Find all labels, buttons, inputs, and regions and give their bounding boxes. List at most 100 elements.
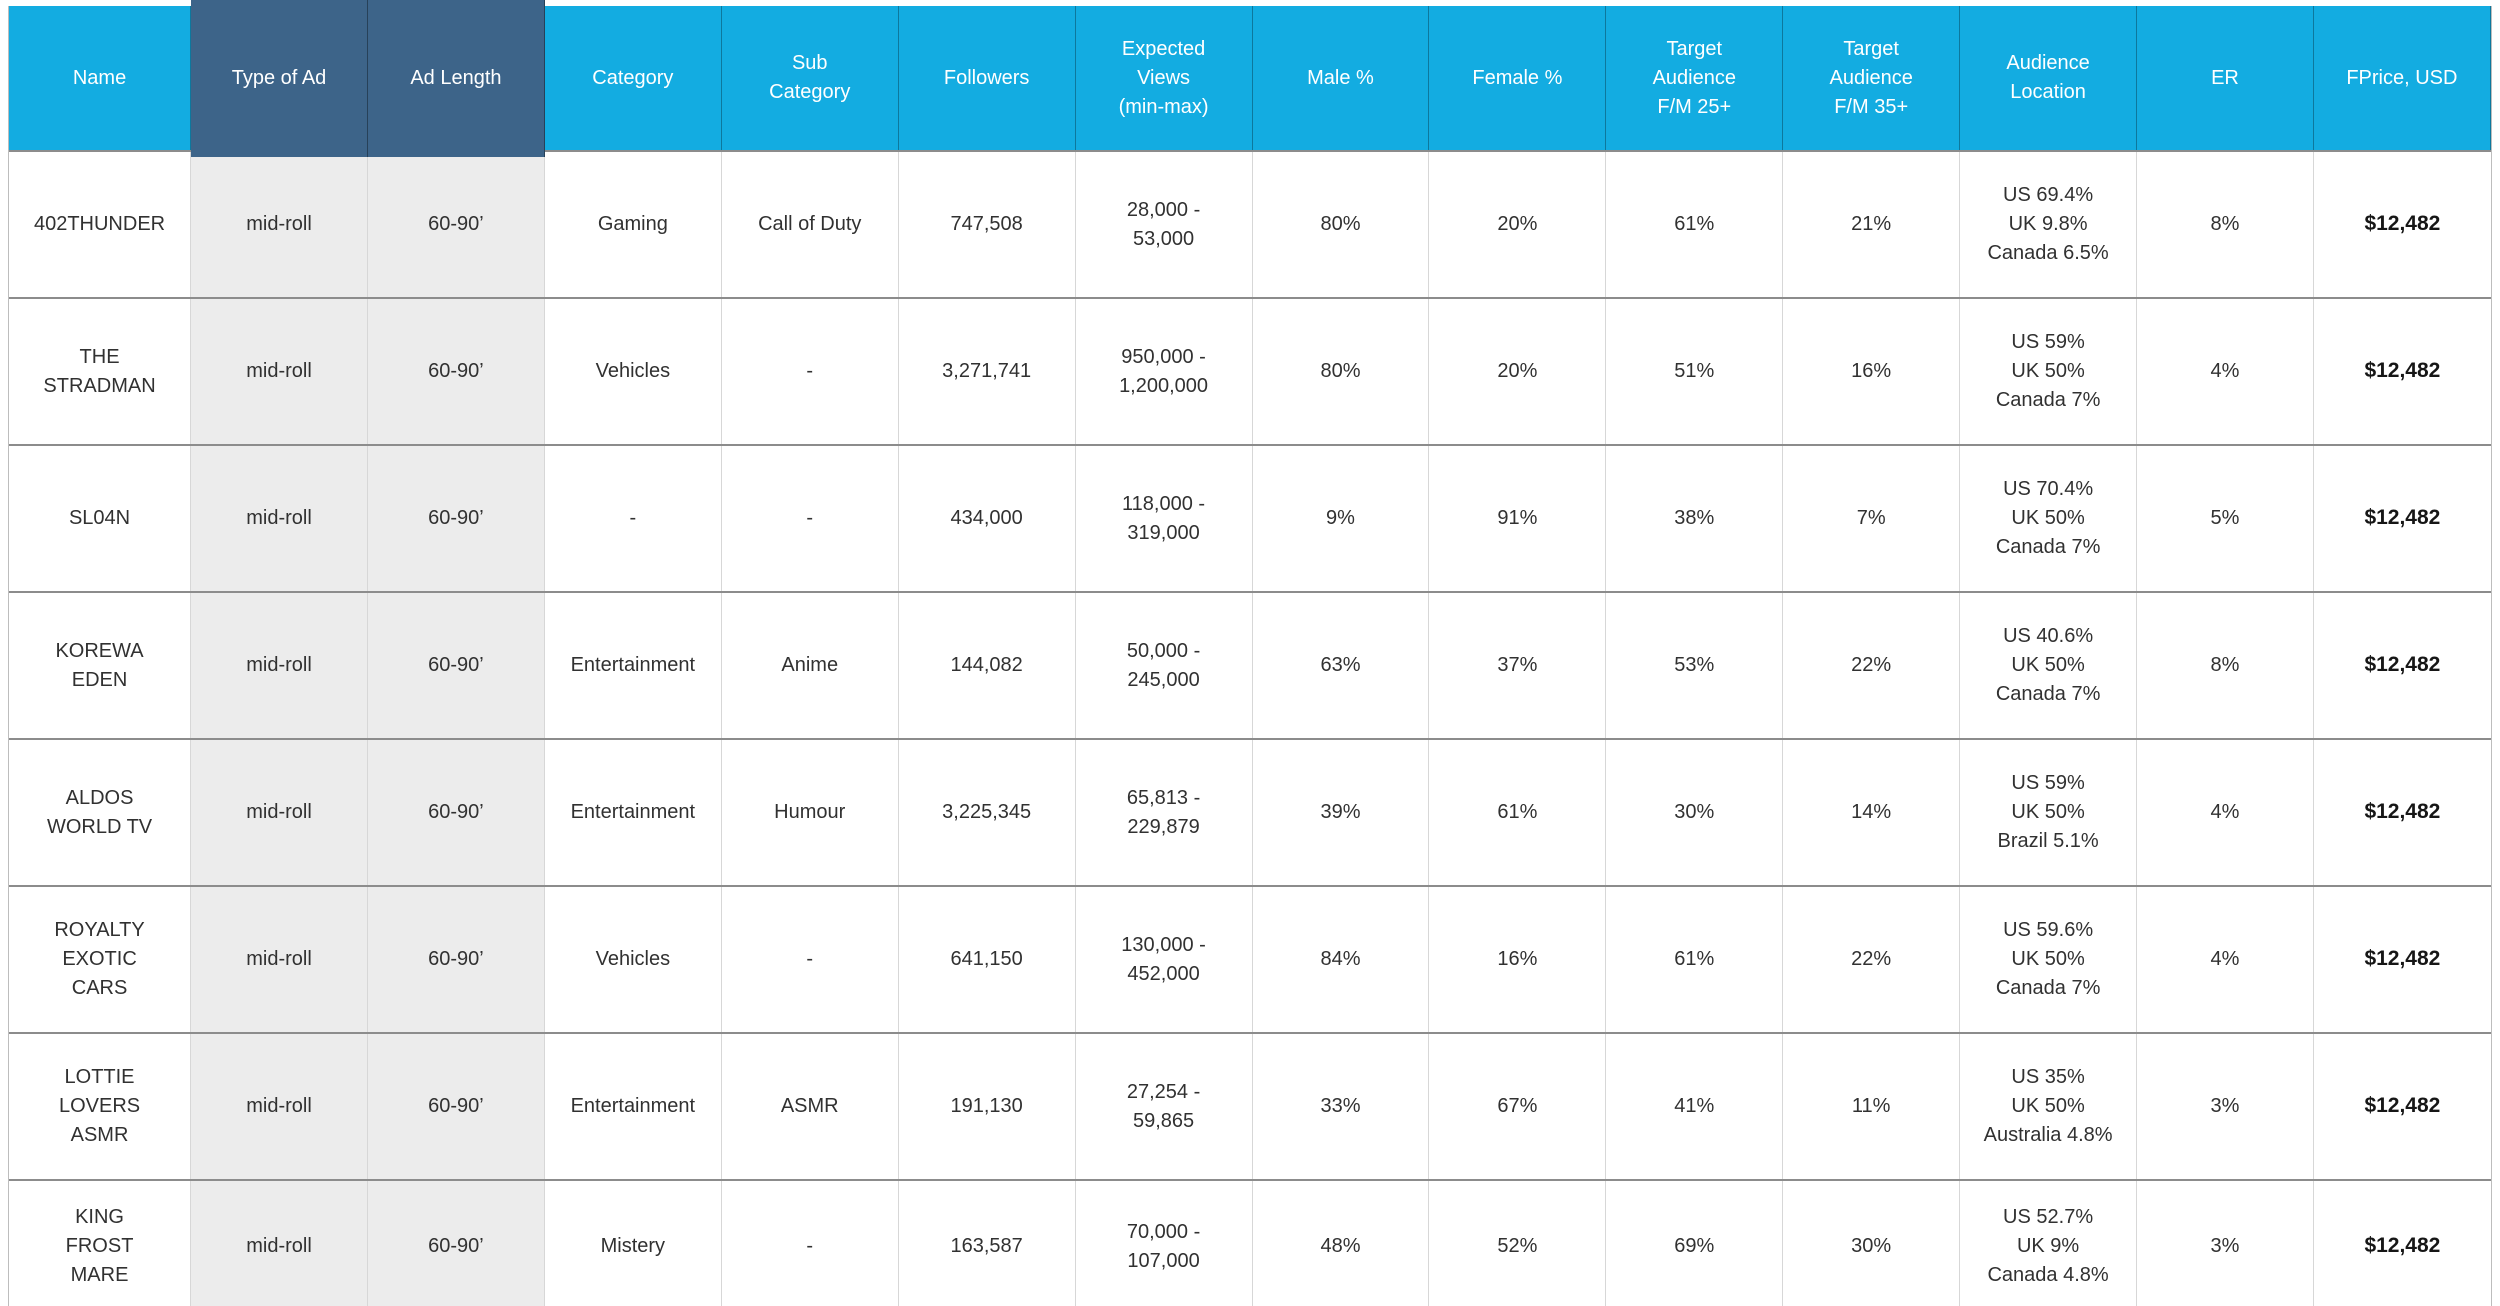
cell-expected_views[interactable]: 27,254 - 59,865 — [1076, 1034, 1253, 1179]
cell-expected_views[interactable]: 118,000 - 319,000 — [1076, 446, 1253, 591]
cell-target_35[interactable]: 21% — [1783, 152, 1961, 297]
cell-target_25[interactable]: 51% — [1606, 299, 1784, 444]
cell-price[interactable]: $12,482 — [2364, 359, 2441, 383]
cell-price[interactable]: $12,482 — [2364, 1234, 2441, 1258]
cell-audience_location[interactable]: US 59.6% UK 50% Canada 7% — [1960, 887, 2138, 1032]
cell-female_pct[interactable]: 67% — [1429, 1034, 1607, 1179]
cell-ad_length[interactable]: 60-90’ — [367, 1181, 545, 1306]
cell-er[interactable]: 4% — [2137, 299, 2314, 444]
column-header-er[interactable]: ER — [2137, 6, 2314, 150]
cell-price[interactable]: $12,482 — [2364, 800, 2441, 824]
cell-target_35[interactable]: 22% — [1783, 887, 1961, 1032]
cell-male_pct[interactable]: 48% — [1253, 1181, 1430, 1306]
cell-er[interactable]: 8% — [2137, 152, 2314, 297]
cell-expected_views[interactable]: 65,813 - 229,879 — [1076, 740, 1253, 885]
cell-type_of_ad[interactable]: mid-roll — [191, 299, 368, 444]
cell-type_of_ad[interactable]: mid-roll — [191, 152, 368, 297]
column-header-price[interactable]: FPrice, USD — [2313, 6, 2491, 150]
cell-category[interactable]: Vehicles — [545, 299, 722, 444]
cell-male_pct[interactable]: 63% — [1253, 593, 1430, 738]
cell-target_25[interactable]: 69% — [1606, 1181, 1784, 1306]
cell-sub_category[interactable]: - — [722, 299, 899, 444]
cell-followers[interactable]: 163,587 — [899, 1181, 1076, 1306]
cell-target_25[interactable]: 61% — [1606, 152, 1784, 297]
cell-audience_location[interactable]: US 59% UK 50% Canada 7% — [1960, 299, 2138, 444]
column-header-male_pct[interactable]: Male % — [1252, 6, 1430, 150]
cell-audience_location[interactable]: US 35% UK 50% Australia 4.8% — [1960, 1034, 2138, 1179]
cell-followers[interactable]: 747,508 — [899, 152, 1076, 297]
cell-audience_location[interactable]: US 69.4% UK 9.8% Canada 6.5% — [1960, 152, 2138, 297]
cell-target_35[interactable]: 14% — [1783, 740, 1961, 885]
column-header-ad_length[interactable]: Ad Length — [367, 0, 545, 157]
cell-er[interactable]: 8% — [2137, 593, 2314, 738]
column-header-audience_location[interactable]: Audience Location — [1960, 6, 2138, 150]
cell-er[interactable]: 3% — [2137, 1181, 2314, 1306]
cell-ad_length[interactable]: 60-90’ — [367, 299, 545, 444]
cell-female_pct[interactable]: 16% — [1429, 887, 1607, 1032]
cell-category[interactable]: Gaming — [545, 152, 722, 297]
cell-type_of_ad[interactable]: mid-roll — [191, 1034, 368, 1179]
cell-er[interactable]: 5% — [2137, 446, 2314, 591]
cell-expected_views[interactable]: 28,000 - 53,000 — [1076, 152, 1253, 297]
cell-male_pct[interactable]: 84% — [1253, 887, 1430, 1032]
cell-target_35[interactable]: 30% — [1783, 1181, 1961, 1306]
cell-audience_location[interactable]: US 70.4% UK 50% Canada 7% — [1960, 446, 2138, 591]
cell-name[interactable]: SL04N — [9, 446, 192, 591]
cell-ad_length[interactable]: 60-90’ — [367, 152, 545, 297]
cell-expected_views[interactable]: 130,000 - 452,000 — [1076, 887, 1253, 1032]
cell-name[interactable]: 402THUNDER — [9, 152, 192, 297]
cell-name[interactable]: ALDOS WORLD TV — [9, 740, 192, 885]
cell-target_35[interactable]: 16% — [1783, 299, 1961, 444]
cell-er[interactable]: 3% — [2137, 1034, 2314, 1179]
cell-target_35[interactable]: 22% — [1783, 593, 1961, 738]
cell-male_pct[interactable]: 80% — [1253, 299, 1430, 444]
cell-target_35[interactable]: 7% — [1783, 446, 1961, 591]
cell-er[interactable]: 4% — [2137, 740, 2314, 885]
cell-sub_category[interactable]: Humour — [722, 740, 899, 885]
cell-audience_location[interactable]: US 40.6% UK 50% Canada 7% — [1960, 593, 2138, 738]
cell-target_35[interactable]: 11% — [1783, 1034, 1961, 1179]
cell-category[interactable]: Entertainment — [545, 740, 722, 885]
cell-expected_views[interactable]: 50,000 - 245,000 — [1076, 593, 1253, 738]
cell-ad_length[interactable]: 60-90’ — [367, 887, 545, 1032]
cell-ad_length[interactable]: 60-90’ — [367, 1034, 545, 1179]
cell-expected_views[interactable]: 70,000 - 107,000 — [1076, 1181, 1253, 1306]
cell-name[interactable]: ROYALTY EXOTIC CARS — [9, 887, 192, 1032]
cell-type_of_ad[interactable]: mid-roll — [191, 887, 368, 1032]
cell-female_pct[interactable]: 20% — [1429, 299, 1607, 444]
cell-sub_category[interactable]: - — [722, 1181, 899, 1306]
column-header-target_35[interactable]: Target Audience F/M 35+ — [1783, 6, 1961, 150]
cell-category[interactable]: Vehicles — [545, 887, 722, 1032]
column-header-female_pct[interactable]: Female % — [1429, 6, 1607, 150]
cell-price[interactable]: $12,482 — [2364, 653, 2441, 677]
cell-followers[interactable]: 3,225,345 — [899, 740, 1076, 885]
cell-followers[interactable]: 434,000 — [899, 446, 1076, 591]
cell-ad_length[interactable]: 60-90’ — [367, 446, 545, 591]
cell-name[interactable]: KING FROST MARE — [9, 1181, 192, 1306]
cell-ad_length[interactable]: 60-90’ — [367, 740, 545, 885]
cell-audience_location[interactable]: US 52.7% UK 9% Canada 4.8% — [1960, 1181, 2138, 1306]
cell-price[interactable]: $12,482 — [2364, 506, 2441, 530]
column-header-type_of_ad[interactable]: Type of Ad — [191, 0, 368, 157]
column-header-sub_category[interactable]: Sub Category — [721, 6, 899, 150]
cell-followers[interactable]: 3,271,741 — [899, 299, 1076, 444]
cell-followers[interactable]: 191,130 — [899, 1034, 1076, 1179]
cell-price[interactable]: $12,482 — [2364, 947, 2441, 971]
cell-type_of_ad[interactable]: mid-roll — [191, 1181, 368, 1306]
column-header-expected_views[interactable]: Expected Views (min-max) — [1075, 6, 1253, 150]
cell-target_25[interactable]: 61% — [1606, 887, 1784, 1032]
cell-male_pct[interactable]: 33% — [1253, 1034, 1430, 1179]
cell-category[interactable]: - — [545, 446, 722, 591]
cell-category[interactable]: Entertainment — [545, 593, 722, 738]
cell-category[interactable]: Entertainment — [545, 1034, 722, 1179]
cell-sub_category[interactable]: - — [722, 887, 899, 1032]
cell-sub_category[interactable]: Anime — [722, 593, 899, 738]
cell-followers[interactable]: 641,150 — [899, 887, 1076, 1032]
cell-sub_category[interactable]: ASMR — [722, 1034, 899, 1179]
cell-sub_category[interactable]: - — [722, 446, 899, 591]
cell-female_pct[interactable]: 52% — [1429, 1181, 1607, 1306]
cell-sub_category[interactable]: Call of Duty — [722, 152, 899, 297]
cell-target_25[interactable]: 41% — [1606, 1034, 1784, 1179]
cell-target_25[interactable]: 53% — [1606, 593, 1784, 738]
cell-target_25[interactable]: 38% — [1606, 446, 1784, 591]
